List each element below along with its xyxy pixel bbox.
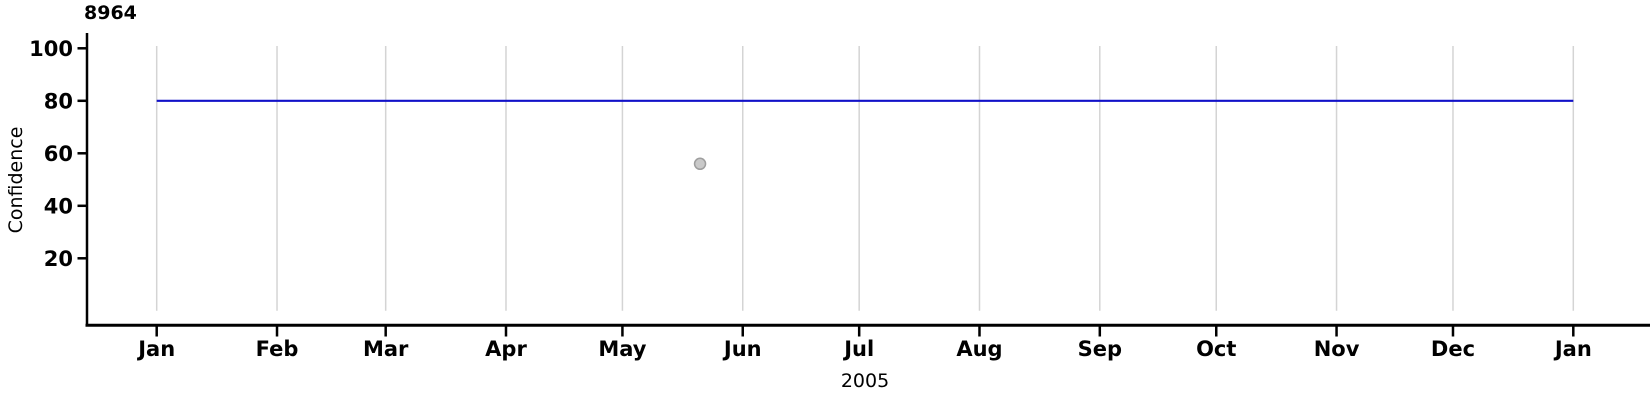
chart-title: 8964 bbox=[84, 2, 137, 24]
x-tick-label: Feb bbox=[256, 337, 299, 361]
y-axis-title: Confidence bbox=[5, 126, 27, 234]
y-tick-label: 100 bbox=[29, 37, 73, 61]
x-tick-label: Jan bbox=[136, 337, 175, 361]
x-tick-label: Jul bbox=[842, 337, 874, 361]
x-tick-label: Dec bbox=[1431, 337, 1475, 361]
x-tick-label: Jan bbox=[1553, 337, 1592, 361]
y-tick-label: 40 bbox=[44, 194, 73, 218]
x-tick-label: Aug bbox=[956, 337, 1002, 361]
x-tick-label: Mar bbox=[363, 337, 409, 361]
x-tick-label: Oct bbox=[1196, 337, 1236, 361]
x-tick-label: May bbox=[598, 337, 646, 361]
x-tick-label: Nov bbox=[1314, 337, 1360, 361]
x-tick-label: Jun bbox=[722, 337, 762, 361]
x-axis-title: 2005 bbox=[840, 370, 890, 392]
y-tick-label: 60 bbox=[44, 142, 73, 166]
y-tick-label: 20 bbox=[44, 247, 73, 271]
x-tick-label: Sep bbox=[1078, 337, 1122, 361]
data-point bbox=[693, 157, 707, 171]
y-tick-label: 80 bbox=[44, 89, 73, 113]
x-tick-label: Apr bbox=[485, 337, 527, 361]
